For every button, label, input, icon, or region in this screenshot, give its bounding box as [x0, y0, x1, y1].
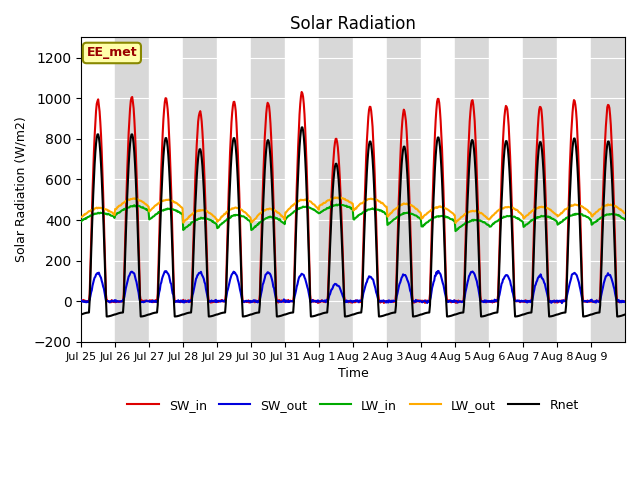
LW_in — [410, 212, 417, 217]
SW_out — [141, 299, 149, 304]
Legend: SW_in, SW_out, LW_in, LW_out, Rnet: SW_in, SW_out, LW_in, LW_out, Rnet — [122, 394, 584, 417]
Bar — [183, 37, 217, 342]
Bar — [387, 37, 421, 342]
Bar — [217, 37, 251, 342]
LW_out — [452, 220, 460, 226]
Rnet — [411, 313, 419, 319]
Bar — [149, 37, 183, 342]
SW_in — [241, 299, 249, 304]
Rnet — [77, 312, 85, 317]
Bar — [353, 37, 387, 342]
SW_in — [411, 300, 419, 305]
Line: LW_out: LW_out — [81, 197, 625, 223]
Rnet — [441, 255, 449, 261]
SW_in — [621, 299, 629, 304]
Line: LW_in: LW_in — [81, 204, 625, 231]
Bar — [319, 37, 353, 342]
SW_in — [141, 299, 149, 304]
SW_in — [298, 89, 305, 95]
Title: Solar Radiation: Solar Radiation — [290, 15, 416, 33]
Bar — [523, 37, 557, 342]
LW_out — [289, 203, 296, 208]
LW_in — [440, 214, 448, 220]
SW_out — [77, 297, 85, 303]
SW_out — [241, 299, 249, 304]
Line: SW_in: SW_in — [81, 92, 625, 303]
Y-axis label: Solar Radiation (W/m2): Solar Radiation (W/m2) — [15, 117, 28, 263]
SW_in — [268, 151, 276, 156]
Bar — [591, 37, 625, 342]
Bar — [251, 37, 285, 342]
SW_out — [268, 276, 276, 282]
SW_out — [409, 298, 417, 303]
Rnet — [289, 310, 297, 315]
LW_out — [268, 207, 276, 213]
Bar — [557, 37, 591, 342]
SW_out — [440, 286, 448, 292]
Rnet — [103, 313, 111, 319]
Bar — [489, 37, 523, 342]
LW_out — [141, 201, 149, 207]
SW_out — [558, 300, 566, 306]
Bar — [455, 37, 489, 342]
LW_out — [440, 205, 448, 211]
X-axis label: Time: Time — [338, 367, 369, 380]
SW_out — [621, 299, 629, 305]
Rnet — [298, 124, 306, 130]
Rnet — [269, 196, 276, 202]
LW_in — [621, 217, 629, 223]
SW_out — [289, 299, 296, 304]
LW_in — [289, 210, 296, 216]
Line: SW_out: SW_out — [81, 271, 625, 303]
Bar — [285, 37, 319, 342]
Bar — [115, 37, 149, 342]
LW_in — [141, 206, 149, 212]
LW_out — [621, 210, 629, 216]
SW_in — [441, 240, 449, 245]
Text: EE_met: EE_met — [86, 47, 137, 60]
LW_in — [333, 202, 340, 207]
LW_in — [268, 215, 276, 220]
LW_out — [410, 204, 417, 209]
LW_in — [452, 228, 460, 234]
Rnet — [142, 312, 150, 318]
SW_in — [77, 297, 85, 303]
SW_out — [435, 268, 442, 274]
Line: Rnet: Rnet — [81, 127, 625, 316]
SW_in — [289, 299, 296, 304]
LW_in — [77, 218, 85, 224]
Bar — [81, 37, 115, 342]
Rnet — [242, 313, 250, 319]
LW_out — [336, 194, 344, 200]
Rnet — [621, 312, 629, 317]
LW_out — [241, 209, 249, 215]
SW_in — [380, 300, 388, 306]
LW_in — [241, 215, 249, 220]
Bar — [421, 37, 455, 342]
LW_out — [77, 214, 85, 220]
